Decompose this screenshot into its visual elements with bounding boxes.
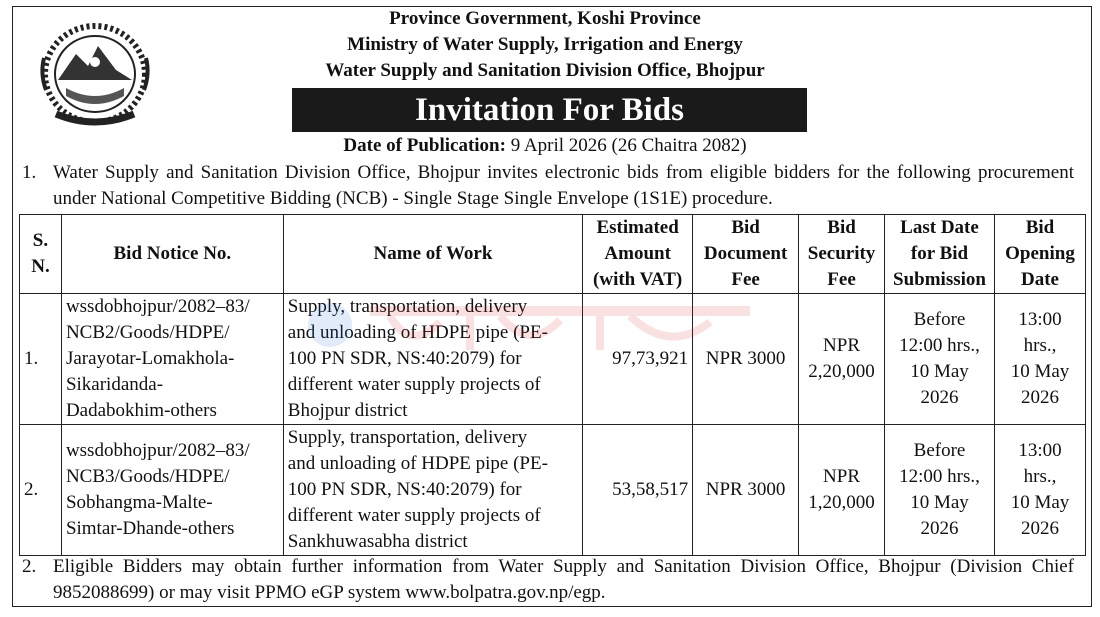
row-bid-notice: wssdobhojpur/2082–83/ NCB3/Goods/HDPE/ S… bbox=[60, 424, 284, 556]
row-estimated-amount: 53,58,517 bbox=[582, 424, 694, 556]
row-last-date: Before 12:00 hrs., 10 May 2026 bbox=[884, 424, 995, 556]
header-bid-notice: Bid Notice No. bbox=[60, 214, 284, 294]
header-opening-date: Bid Opening Date bbox=[993, 214, 1087, 294]
paragraph-1-number: 1. bbox=[22, 162, 37, 183]
row-bid-notice: wssdobhojpur/2082–83/ NCB2/Goods/HDPE/ J… bbox=[60, 293, 284, 425]
paragraph-2-text: Eligible Bidders may obtain further info… bbox=[53, 556, 1074, 603]
row-estimated-amount: 97,73,921 bbox=[582, 293, 694, 425]
title-banner: Invitation For Bids bbox=[292, 88, 807, 132]
row-document-fee: NPR 3000 bbox=[692, 424, 800, 556]
row-name-of-work: Supply, transportation, delivery and unl… bbox=[282, 424, 584, 556]
nepal-emblem-icon bbox=[40, 23, 150, 126]
row-security-fee: NPR 1,20,000 bbox=[798, 424, 886, 556]
header-last-date: Last Date for Bid Submission bbox=[884, 214, 995, 294]
header-document-fee: Bid Document Fee bbox=[692, 214, 800, 294]
publication-date-label: Date of Publication: bbox=[343, 135, 506, 156]
table-row: 2. wssdobhojpur/2082–83/ NCB3/Goods/HDPE… bbox=[19, 424, 1087, 556]
header-serial: S. N. bbox=[19, 214, 62, 294]
publication-date: Date of Publication: 9 April 2026 (26 Ch… bbox=[260, 134, 830, 158]
bids-table: S. N. Bid Notice No. Name of Work Estima… bbox=[19, 214, 1087, 556]
organization-header: Province Government, Koshi Province Mini… bbox=[260, 6, 830, 84]
header-security-fee: Bid Security Fee bbox=[798, 214, 886, 294]
row-document-fee: NPR 3000 bbox=[692, 293, 800, 425]
row-name-of-work: Supply, transportation, delivery and unl… bbox=[282, 293, 584, 425]
notice-frame bbox=[12, 6, 1092, 607]
publication-date-value: 9 April 2026 (26 Chaitra 2082) bbox=[510, 135, 747, 156]
row-serial: 2. bbox=[19, 424, 62, 556]
row-opening-date: 13:00 hrs., 10 May 2026 bbox=[993, 293, 1087, 425]
paragraph-1: 1. Water Supply and Sanitation Division … bbox=[22, 160, 1074, 212]
header-estimated-amount: Estimated Amount (with VAT) bbox=[582, 214, 694, 294]
header-line-3: Water Supply and Sanitation Division Off… bbox=[325, 60, 765, 81]
table-row: 1. wssdobhojpur/2082–83/ NCB2/Goods/HDPE… bbox=[19, 293, 1087, 425]
header-name-of-work: Name of Work bbox=[282, 214, 584, 294]
row-security-fee: NPR 2,20,000 bbox=[798, 293, 886, 425]
paragraph-2: 2. Eligible Bidders may obtain further i… bbox=[22, 554, 1074, 606]
row-last-date: Before 12:00 hrs., 10 May 2026 bbox=[884, 293, 995, 425]
header-line-1: Province Government, Koshi Province bbox=[389, 8, 701, 29]
table-header-row: S. N. Bid Notice No. Name of Work Estima… bbox=[19, 214, 1087, 294]
paragraph-2-number: 2. bbox=[22, 556, 37, 577]
row-serial: 1. bbox=[19, 293, 62, 425]
paragraph-1-text: Water Supply and Sanitation Division Off… bbox=[53, 162, 1074, 209]
row-opening-date: 13:00 hrs., 10 May 2026 bbox=[993, 424, 1087, 556]
header-line-2: Ministry of Water Supply, Irrigation and… bbox=[347, 34, 743, 55]
